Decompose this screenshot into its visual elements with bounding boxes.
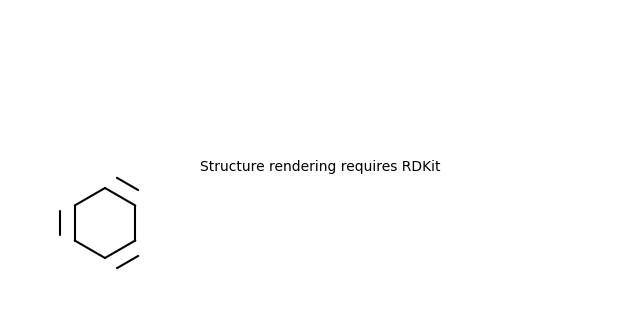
Text: Structure rendering requires RDKit: Structure rendering requires RDKit <box>200 160 440 174</box>
